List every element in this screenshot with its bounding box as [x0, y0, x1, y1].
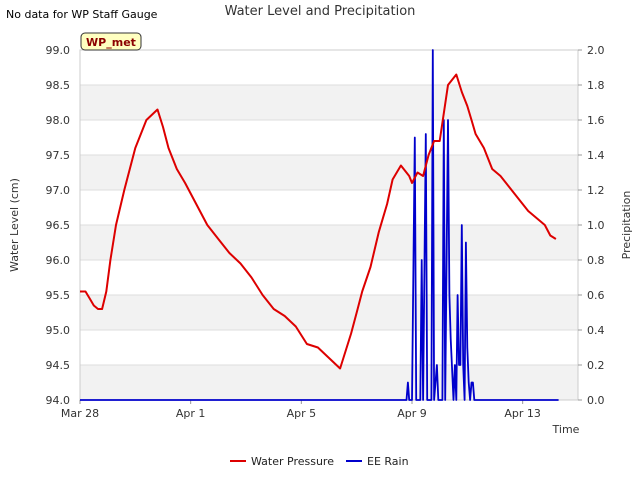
y-right-tick-label: 0.8	[587, 254, 605, 267]
x-tick-label: Apr 13	[504, 407, 541, 420]
plot-band	[80, 365, 578, 400]
y-right-tick-label: 1.8	[587, 79, 605, 92]
station-badge-label: WP_met	[86, 36, 136, 49]
series-layer	[80, 49, 559, 401]
x-tick-label: Mar 28	[61, 407, 99, 420]
y-right-tick-label: 2.0	[587, 44, 605, 57]
ticks-layer: 94.0 94.5 95.0 95.5 96.0 96.5 97.0 97.5 98.0 98.5…	[46, 44, 605, 420]
ee-rain-line	[80, 49, 559, 401]
y-left-tick-label: 95.5	[46, 289, 71, 302]
y-left-tick-label: 97.5	[46, 149, 71, 162]
plot-band	[80, 85, 578, 120]
y-left-tick-label: 95.0	[46, 324, 71, 337]
y-axis-right-label: Precipitation	[620, 191, 633, 260]
y-left-tick-label: 94.5	[46, 359, 71, 372]
y-right-tick-label: 0.4	[587, 324, 605, 337]
plot-bands-layer	[80, 85, 578, 400]
y-left-tick-label: 96.0	[46, 254, 71, 267]
plot-band	[80, 225, 578, 260]
y-right-tick-label: 1.6	[587, 114, 605, 127]
plot-band	[80, 155, 578, 190]
water-pressure-line	[80, 73, 557, 370]
y-right-tick-label: 0.2	[587, 359, 605, 372]
y-right-tick-label: 1.2	[587, 184, 605, 197]
x-tick-label: Apr 9	[397, 407, 427, 420]
plot-band	[80, 295, 578, 330]
y-left-tick-label: 97.0	[46, 184, 71, 197]
y-right-tick-label: 1.4	[587, 149, 605, 162]
legend: Water Pressure EE Rain	[230, 455, 409, 468]
y-left-tick-label: 96.5	[46, 219, 71, 232]
y-right-tick-label: 0.6	[587, 289, 605, 302]
x-axis-label: Time	[552, 423, 580, 436]
legend-label-water-pressure: Water Pressure	[251, 455, 334, 468]
legend-label-ee-rain: EE Rain	[367, 455, 409, 468]
y-left-tick-label: 98.0	[46, 114, 71, 127]
y-right-tick-label: 0.0	[587, 394, 605, 407]
no-data-note: No data for WP Staff Gauge	[6, 8, 158, 21]
station-badge: WP_met	[80, 32, 142, 51]
chart-title: Water Level and Precipitation	[225, 4, 416, 19]
y-left-tick-label: 94.0	[46, 394, 71, 407]
y-left-tick-label: 99.0	[46, 44, 71, 57]
y-axis-left-label: Water Level (cm)	[8, 178, 21, 272]
x-tick-label: Apr 5	[287, 407, 317, 420]
y-left-tick-label: 98.5	[46, 79, 71, 92]
x-tick-label: Apr 1	[176, 407, 206, 420]
y-right-tick-label: 1.0	[587, 219, 605, 232]
